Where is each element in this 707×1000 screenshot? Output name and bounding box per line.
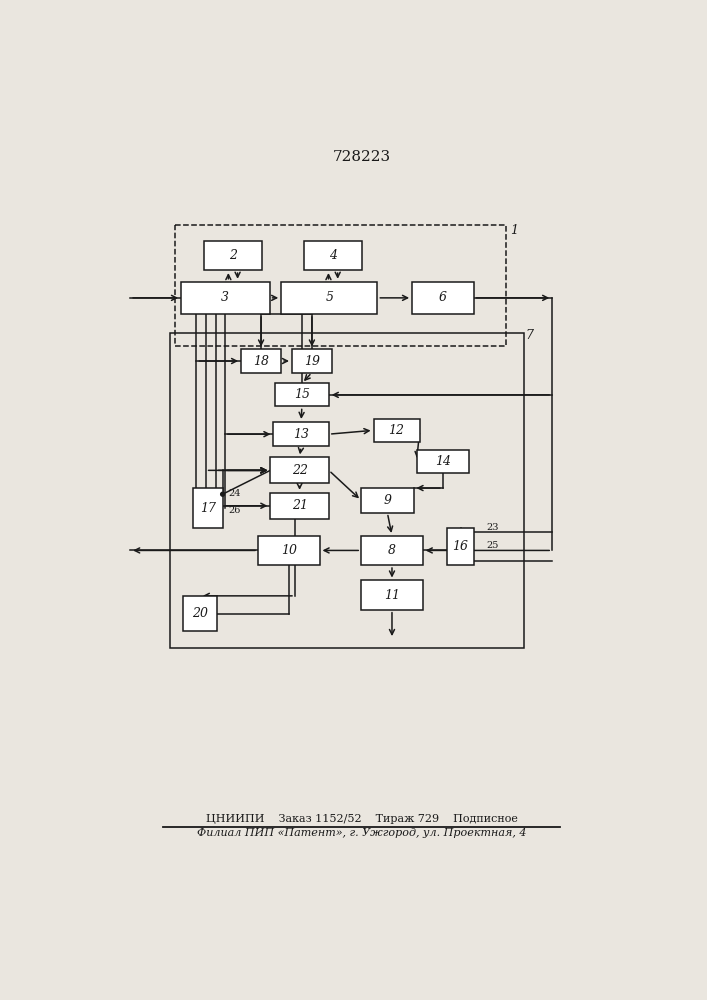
Text: Филиал ПИП «Патент», г. Ужгород, ул. Проектная, 4: Филиал ПИП «Патент», г. Ужгород, ул. Про… [197,828,527,838]
Text: 25: 25 [486,541,498,550]
Text: 12: 12 [389,424,404,437]
Text: 1: 1 [510,224,518,237]
Text: 8: 8 [388,544,396,557]
Text: 15: 15 [294,388,310,401]
Bar [193,488,223,528]
Bar [361,488,414,513]
Text: 9: 9 [383,494,392,507]
Bar [258,536,320,565]
Bar [361,536,423,565]
Circle shape [221,492,225,496]
Text: 728223: 728223 [333,150,391,164]
Bar [241,349,281,373]
Text: 16: 16 [452,540,469,553]
Bar [448,528,474,565]
Text: 2: 2 [229,249,237,262]
Text: 20: 20 [192,607,208,620]
Bar [304,241,362,270]
Text: 17: 17 [200,502,216,515]
Bar [281,282,378,314]
Text: 18: 18 [253,355,269,368]
Text: 10: 10 [281,544,297,557]
Bar [270,457,329,483]
Bar [170,333,525,648]
Bar [275,383,329,406]
Text: 26: 26 [229,506,241,515]
Bar [204,241,262,270]
Bar [412,282,474,314]
Bar [175,225,506,346]
Text: ЦНИИПИ    Заказ 1152/52    Тираж 729    Подписное: ЦНИИПИ Заказ 1152/52 Тираж 729 Подписное [206,814,518,824]
Text: 11: 11 [384,589,400,602]
Bar [181,282,269,314]
Text: 22: 22 [291,464,308,477]
Text: 7: 7 [525,329,533,342]
Text: 13: 13 [293,428,309,441]
Text: 19: 19 [304,355,320,368]
Text: 4: 4 [329,249,337,262]
Text: 21: 21 [291,499,308,512]
Bar [416,450,469,473]
Text: 5: 5 [325,291,333,304]
Text: 23: 23 [486,523,498,532]
Text: 14: 14 [435,455,451,468]
Text: 6: 6 [439,291,447,304]
Text: 24: 24 [229,489,241,498]
Bar [274,422,329,446]
Text: 3: 3 [221,291,229,304]
Bar [373,419,420,442]
Bar [361,580,423,610]
Bar [270,493,329,519]
Bar [182,596,217,631]
Bar [292,349,332,373]
